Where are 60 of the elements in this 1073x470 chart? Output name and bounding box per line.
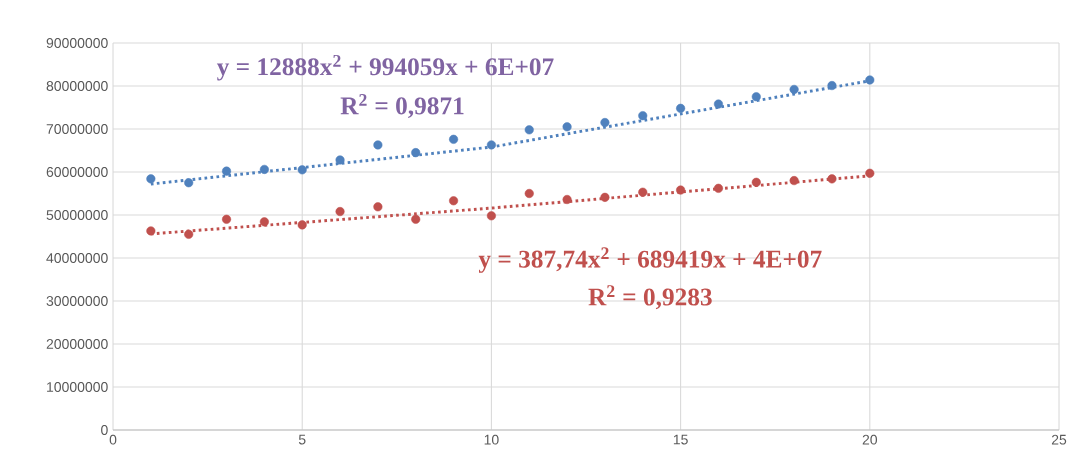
point xyxy=(524,188,534,199)
point xyxy=(486,211,496,221)
annotation: y = 12888x$^{2}$ + 994059x + 6E+07 xyxy=(216,54,554,81)
point xyxy=(411,148,421,158)
point xyxy=(751,92,761,102)
point xyxy=(562,194,572,205)
point xyxy=(524,125,534,135)
x-tick-label: 5 xyxy=(298,434,306,445)
point xyxy=(865,75,875,85)
point xyxy=(486,140,496,150)
point xyxy=(600,192,610,202)
y-tick-label: 0 xyxy=(101,425,108,435)
x-tick-label: 0 xyxy=(109,434,117,445)
y-tick-label: 20000000 xyxy=(46,339,108,349)
point xyxy=(297,165,307,175)
y-tick-label: 70000000 xyxy=(46,124,108,134)
point xyxy=(562,122,572,132)
point xyxy=(789,84,799,94)
point xyxy=(676,185,686,195)
y-tick-label: 60000000 xyxy=(46,167,108,177)
y-tick-label: 40000000 xyxy=(46,253,108,263)
point xyxy=(184,229,194,239)
annotation: R$^{2}$ = 0,9283 xyxy=(588,285,712,310)
point xyxy=(676,103,686,113)
point xyxy=(184,178,194,188)
point xyxy=(638,111,648,121)
point xyxy=(146,174,156,184)
point xyxy=(222,214,232,224)
point xyxy=(449,134,459,144)
point xyxy=(297,220,307,230)
point xyxy=(259,164,269,174)
point xyxy=(600,118,610,128)
point xyxy=(335,207,345,217)
y-tick-label: 30000000 xyxy=(46,296,108,306)
point xyxy=(865,168,875,178)
x-tick-label: 15 xyxy=(673,434,688,445)
x-tick-label: 25 xyxy=(1051,434,1067,445)
point xyxy=(827,81,837,91)
point xyxy=(751,177,761,187)
point xyxy=(449,196,459,206)
y-tick-label: 80000000 xyxy=(46,81,108,91)
x-tick-label: 10 xyxy=(484,434,499,445)
point xyxy=(335,155,345,165)
point xyxy=(373,202,383,212)
point xyxy=(373,140,383,150)
point xyxy=(638,187,648,197)
y-tick-label: 90000000 xyxy=(46,38,108,48)
point xyxy=(713,99,723,109)
point xyxy=(222,166,232,176)
point xyxy=(259,217,269,227)
annotation: y = 387,74x$^{2}$ + 689419x + 4E+07 xyxy=(478,247,822,273)
point xyxy=(411,214,421,224)
point xyxy=(789,176,799,186)
x-tick-label: 20 xyxy=(862,434,878,445)
y-tick-label: 10000000 xyxy=(47,382,108,392)
annotation: R$^{2}$ = 0,9871 xyxy=(340,94,464,119)
point xyxy=(146,226,156,236)
point xyxy=(827,174,837,184)
y-tick-label: 50000000 xyxy=(46,210,108,220)
point xyxy=(713,183,723,193)
